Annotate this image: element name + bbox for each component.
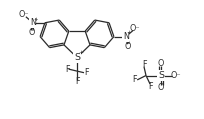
Text: N: N xyxy=(30,18,36,27)
Text: F: F xyxy=(75,77,79,86)
Text: O⁻: O⁻ xyxy=(130,24,141,33)
Text: F: F xyxy=(84,68,88,77)
Text: +: + xyxy=(79,50,84,55)
Text: F: F xyxy=(142,60,146,69)
Text: O: O xyxy=(158,83,164,92)
Text: S: S xyxy=(158,71,164,80)
Text: S: S xyxy=(74,53,80,62)
Text: O⁻: O⁻ xyxy=(19,10,29,19)
Text: F: F xyxy=(148,82,153,91)
Text: N: N xyxy=(123,32,129,41)
Text: F: F xyxy=(65,65,69,74)
Text: O: O xyxy=(158,59,164,68)
Text: O⁻: O⁻ xyxy=(170,71,181,80)
Text: +: + xyxy=(34,17,38,22)
Text: +: + xyxy=(127,30,131,35)
Text: O: O xyxy=(28,28,34,37)
Text: F: F xyxy=(133,75,137,84)
Text: O: O xyxy=(124,42,131,51)
